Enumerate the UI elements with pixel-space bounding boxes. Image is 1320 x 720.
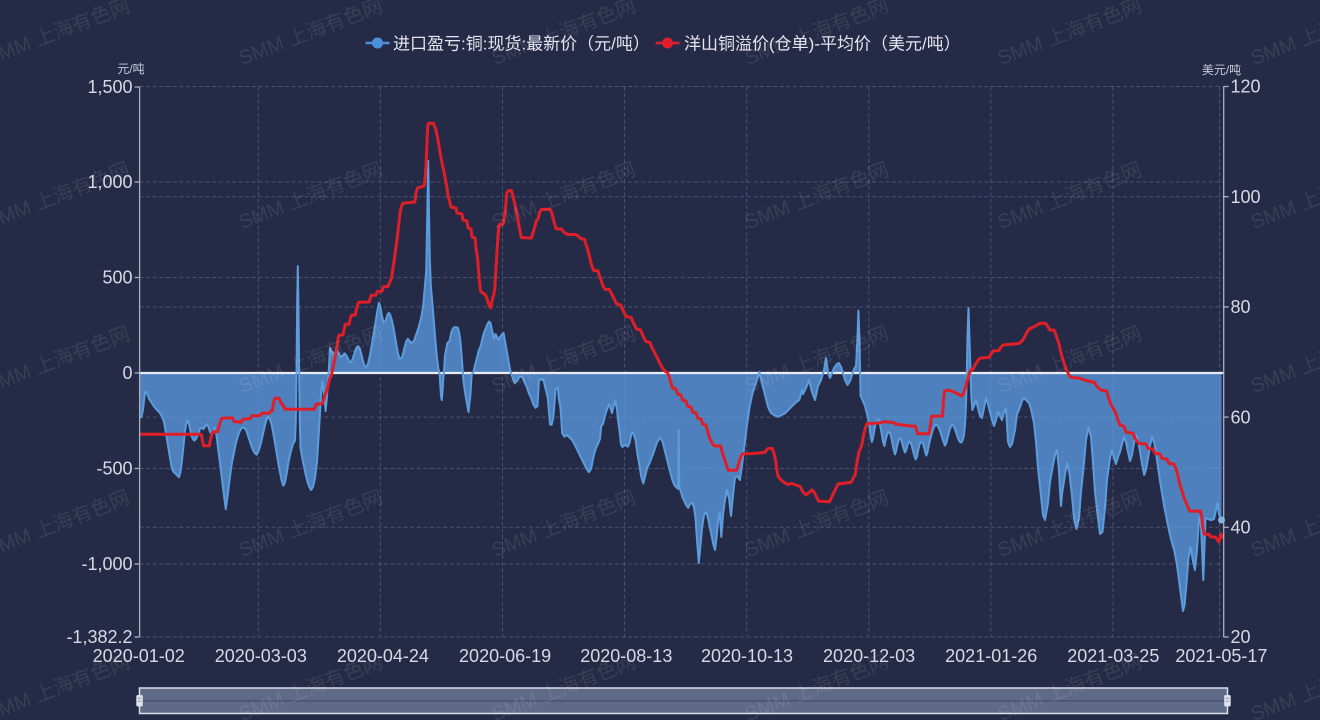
svg-text:80: 80	[1231, 297, 1251, 317]
svg-text:2020-10-13: 2020-10-13	[701, 646, 793, 666]
svg-text:-1,382.2: -1,382.2	[66, 627, 132, 647]
svg-text:进口盈亏:铜:现货:最新价（元/吨）: 进口盈亏:铜:现货:最新价（元/吨）	[393, 35, 650, 54]
svg-text:2021-05-17: 2021-05-17	[1175, 646, 1267, 666]
svg-text:40: 40	[1231, 518, 1251, 538]
svg-text:2020-12-03: 2020-12-03	[823, 646, 915, 666]
svg-text:500: 500	[102, 268, 132, 288]
svg-text:120: 120	[1231, 77, 1261, 97]
svg-text:20: 20	[1231, 627, 1251, 647]
svg-text:2021-03-25: 2021-03-25	[1067, 646, 1159, 666]
svg-text:-1,000: -1,000	[81, 554, 132, 574]
svg-text:60: 60	[1231, 407, 1251, 427]
svg-text:-500: -500	[96, 459, 132, 479]
svg-text:元/吨: 元/吨	[117, 62, 144, 76]
svg-text:2020-06-19: 2020-06-19	[459, 646, 551, 666]
svg-text:100: 100	[1231, 187, 1261, 207]
svg-text:2020-04-24: 2020-04-24	[337, 646, 429, 666]
svg-text:洋山铜溢价(仓单)-平均价（美元/吨）: 洋山铜溢价(仓单)-平均价（美元/吨）	[684, 35, 961, 54]
svg-text:2020-01-02: 2020-01-02	[93, 646, 185, 666]
svg-text:2020-08-13: 2020-08-13	[580, 646, 672, 666]
svg-text:1,500: 1,500	[87, 77, 132, 97]
svg-text:0: 0	[122, 363, 132, 383]
svg-text:2021-01-26: 2021-01-26	[945, 646, 1037, 666]
svg-text:1,000: 1,000	[87, 172, 132, 192]
svg-text:美元/吨: 美元/吨	[1202, 63, 1241, 77]
svg-text:2020-03-03: 2020-03-03	[215, 646, 307, 666]
